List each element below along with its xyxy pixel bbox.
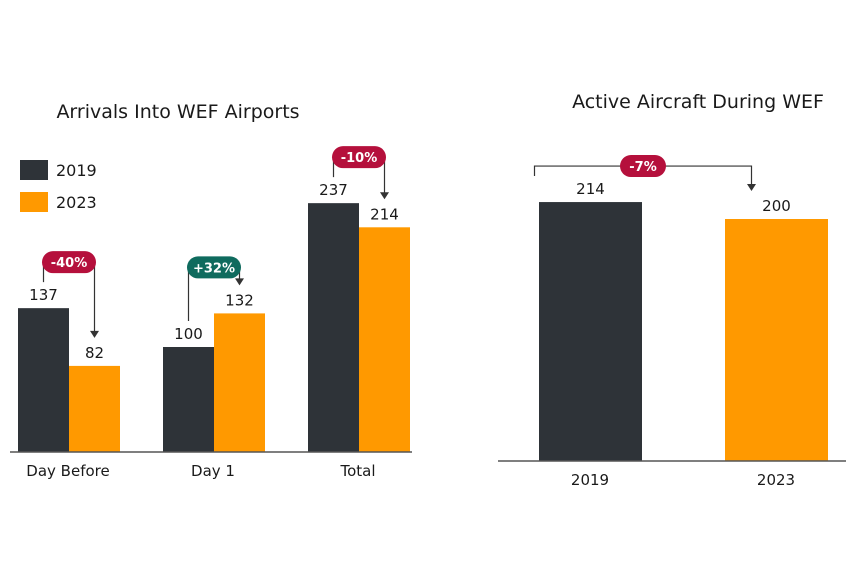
legend-label-2023: 2023: [56, 193, 97, 212]
tick-label-total: Total: [339, 462, 375, 480]
data-label-day-before-2023: 82: [85, 344, 104, 362]
change-connector-total-arrowhead: [380, 192, 389, 200]
data-label-day-1-2023: 132: [225, 291, 254, 309]
data-label-day-1-2019: 100: [174, 325, 203, 343]
tick-label-2023: 2023: [757, 471, 795, 489]
active-aircraft-chart-title: Active Aircraft During WEF: [572, 91, 824, 113]
change-connector-day-1-arrowhead: [235, 278, 244, 286]
bar-total-2023: [359, 227, 410, 452]
change-badge-active-aircraft-shape: [620, 155, 666, 178]
bar-day-1-2019: [163, 347, 214, 452]
tick-label-day-1: Day 1: [191, 462, 235, 480]
data-label-day-before-2019: 137: [29, 286, 58, 304]
bar-total-2019: [308, 203, 359, 452]
change-badge-active-aircraft-text: -7%: [629, 160, 656, 175]
arrivals-change-annotations: -40% +32% -10%: [42, 146, 389, 338]
arrivals-bars: 137 82 100 132 237 214: [18, 181, 410, 452]
data-label-active-aircraft-2023: 200: [762, 197, 791, 215]
bar-active-aircraft-2019: [539, 202, 642, 461]
change-badge-total: -10%: [332, 146, 386, 169]
bar-active-aircraft-2023: [725, 219, 828, 461]
change-badge-day-before: -40%: [42, 251, 96, 274]
arrivals-chart-title: Arrivals Into WEF Airports: [56, 101, 299, 123]
tick-label-2019: 2019: [571, 471, 609, 489]
active-aircraft-bars: 214 200: [539, 180, 828, 461]
data-label-total-2019: 237: [319, 181, 348, 199]
bar-day-before-2019: [18, 308, 69, 452]
change-badge-day-1-shape: [187, 256, 241, 279]
active-aircraft-chart: Active Aircraft During WEF 214 200 -7% 20…: [498, 91, 846, 489]
change-badge-total-shape: [332, 146, 386, 169]
bar-day-1-2023: [214, 313, 265, 452]
legend-swatch-2019: [20, 160, 48, 180]
change-badge-active-aircraft: -7%: [620, 155, 666, 178]
arrivals-chart: Arrivals Into WEF Airports 2019 2023 137…: [10, 101, 412, 480]
legend: 2019 2023: [20, 160, 97, 212]
change-connector-active-aircraft-arrowhead: [747, 184, 756, 191]
change-badge-day-1: +32%: [187, 256, 241, 279]
active-aircraft-change-annotation: -7%: [533, 155, 756, 191]
change-badge-total-text: -10%: [341, 151, 378, 166]
change-connector-day-before-arrowhead: [90, 330, 99, 338]
tick-label-day-before: Day Before: [26, 462, 109, 480]
data-label-active-aircraft-2019: 214: [576, 180, 605, 198]
change-badge-day-before-shape: [42, 251, 96, 274]
legend-swatch-2023: [20, 192, 48, 212]
legend-label-2019: 2019: [56, 161, 97, 180]
bar-day-before-2023: [69, 365, 120, 452]
change-badge-day-before-text: -40%: [51, 256, 88, 271]
change-badge-day-1-text: +32%: [193, 261, 235, 276]
data-label-total-2023: 214: [370, 205, 399, 223]
